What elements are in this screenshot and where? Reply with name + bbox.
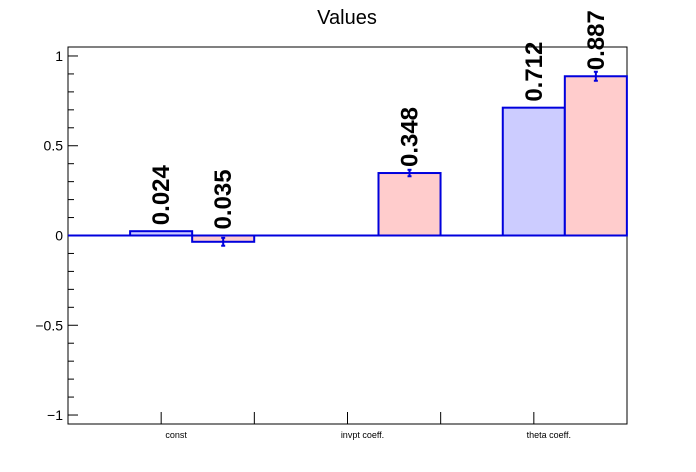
value-labels: 0.024 0.712 0.035 0.348 0.887: [148, 10, 610, 229]
bar: [377, 172, 442, 237]
x-category-label: const: [165, 430, 187, 440]
y-tick-label: 0.5: [44, 138, 64, 154]
y-tick-label: 0: [55, 228, 63, 244]
value-label: 0.035: [210, 169, 237, 229]
bars: [129, 75, 628, 243]
chart-title: Values: [317, 7, 377, 29]
y-tick-label: 1: [55, 48, 63, 64]
value-label: 0.712: [521, 42, 548, 102]
value-label: 0.348: [397, 107, 424, 167]
error-bars: [221, 70, 598, 247]
value-label: 0.024: [148, 164, 175, 225]
x-category-label: theta coeff.: [527, 430, 571, 440]
y-tick-label: −0.5: [35, 317, 63, 333]
bar: [501, 106, 566, 237]
bar: [563, 75, 628, 237]
x-axis: const invpt coeff. theta coeff.: [160, 412, 571, 440]
y-axis: −1 −0.5 0 0.5 1: [35, 48, 78, 423]
y-tick-label: −1: [47, 407, 63, 423]
x-category-label: invpt coeff.: [341, 430, 384, 440]
value-label: 0.887: [583, 10, 610, 70]
